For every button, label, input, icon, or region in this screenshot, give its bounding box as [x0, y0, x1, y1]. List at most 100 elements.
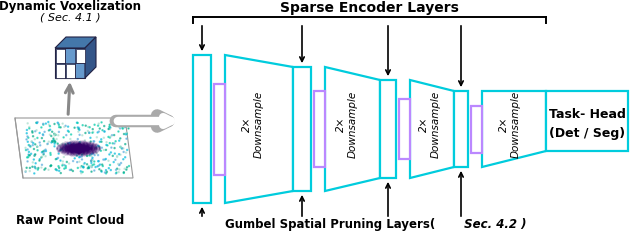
Bar [76, 48, 84, 62]
Point [74, 147, 84, 151]
Point [63, 142, 74, 146]
Point [24, 143, 34, 147]
Point [70, 147, 81, 150]
Point [97, 146, 107, 150]
Point [74, 128, 84, 132]
Point [67, 140, 77, 144]
Point [72, 148, 83, 152]
Point [62, 150, 72, 154]
Point [110, 124, 120, 127]
Point [101, 143, 111, 147]
Point [69, 143, 79, 147]
Point [56, 147, 67, 151]
Point [68, 140, 79, 144]
Point [70, 144, 81, 148]
Point [104, 127, 115, 131]
Point [80, 147, 90, 151]
Point [31, 166, 41, 170]
Point [81, 146, 91, 149]
Point [77, 153, 87, 156]
Point [62, 142, 72, 146]
Point [67, 149, 77, 153]
Point [58, 162, 68, 166]
Point [73, 126, 83, 129]
Point [113, 121, 124, 125]
Point [65, 141, 75, 144]
Point [60, 147, 70, 151]
Point [101, 168, 111, 172]
Point [27, 129, 37, 133]
Point [81, 147, 91, 151]
Point [88, 144, 98, 148]
Point [68, 152, 79, 156]
Point [52, 148, 63, 152]
Point [53, 149, 63, 153]
Point [68, 142, 79, 146]
Point [61, 166, 71, 170]
Point [49, 132, 60, 136]
Point [89, 160, 99, 163]
Point [74, 153, 84, 157]
Point [81, 146, 92, 150]
Point [83, 145, 93, 149]
Point [79, 144, 89, 148]
Point [65, 137, 76, 141]
Point [74, 144, 84, 148]
Point [68, 145, 78, 149]
Point [118, 150, 129, 154]
Point [91, 147, 101, 151]
Point [106, 146, 116, 149]
Point [51, 167, 61, 171]
Point [114, 139, 124, 143]
Point [76, 147, 86, 151]
Text: 2×
Downsample: 2× Downsample [419, 90, 441, 158]
Point [78, 140, 88, 144]
Polygon shape [15, 118, 133, 178]
Point [60, 141, 70, 144]
Point [122, 123, 132, 127]
Point [119, 132, 129, 136]
Point [49, 142, 60, 146]
Point [58, 147, 68, 151]
Point [61, 149, 71, 153]
Point [81, 147, 91, 150]
Point [76, 148, 86, 152]
Point [64, 130, 74, 134]
Point [121, 151, 131, 154]
Point [69, 151, 79, 155]
Point [85, 148, 95, 152]
Point [124, 122, 134, 126]
Point [58, 149, 68, 153]
Point [48, 140, 58, 144]
Point [59, 150, 69, 154]
Point [115, 127, 125, 130]
Point [76, 146, 86, 150]
Point [86, 143, 96, 147]
Point [66, 147, 76, 151]
Point [74, 133, 84, 137]
Point [54, 169, 64, 173]
Point [61, 148, 71, 152]
Point [92, 147, 102, 151]
Point [39, 139, 49, 143]
Point [83, 140, 93, 144]
Point [69, 147, 79, 151]
Point [73, 166, 83, 170]
Point [93, 147, 104, 151]
Point [77, 148, 87, 152]
Point [24, 125, 35, 129]
Point [77, 170, 88, 174]
Point [83, 166, 93, 170]
Point [77, 144, 87, 147]
Point [46, 134, 56, 138]
Point [90, 144, 100, 148]
Point [86, 146, 97, 149]
Point [86, 145, 96, 149]
Point [86, 154, 97, 158]
Point [66, 141, 76, 145]
Point [74, 150, 84, 154]
Point [80, 131, 90, 135]
Point [74, 127, 84, 131]
Point [63, 143, 74, 147]
Point [91, 145, 101, 149]
